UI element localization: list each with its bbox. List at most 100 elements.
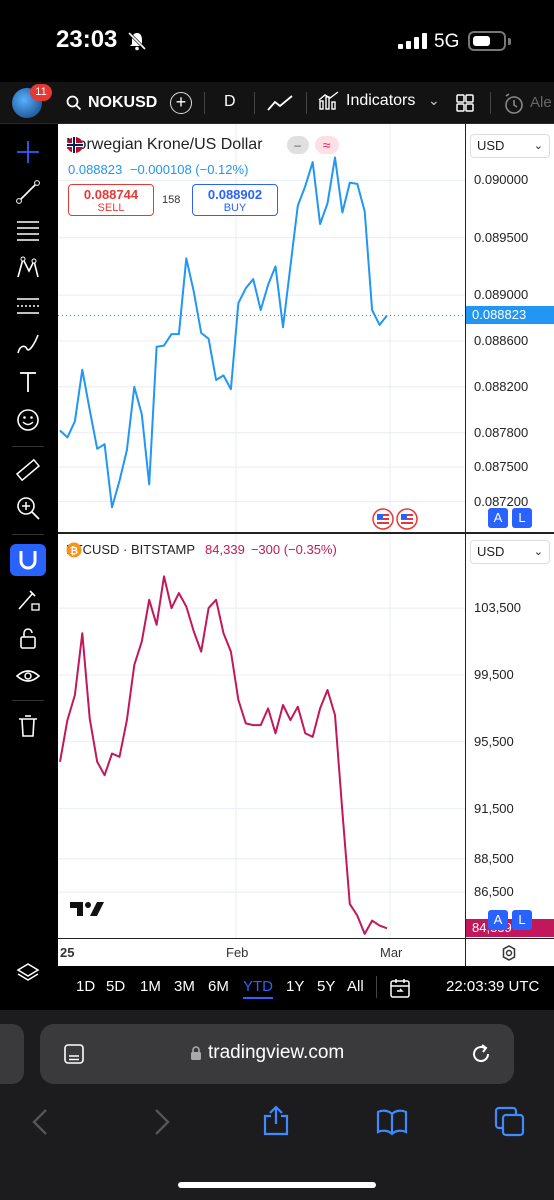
battery-tip [508,38,511,45]
range-3m-button[interactable]: 3M [174,978,195,995]
range-1y-button[interactable]: 1Y [286,978,305,995]
cellular-signal-icon [398,33,427,49]
currency-select[interactable]: USD ⌄ [470,134,550,158]
tabs-icon[interactable] [494,1106,526,1138]
url-display[interactable]: tradingview.com [190,1042,344,1064]
browser-bar: tradingview.com [0,1010,554,1200]
compare-icon[interactable]: ≈ [314,136,339,154]
currency-value: USD [477,138,505,153]
goto-date-icon[interactable] [388,976,412,1000]
ruler-icon [15,458,41,482]
measure-tool[interactable] [10,454,46,486]
legend-values: 0.088823 −0.000108 (−0.12%) [68,162,248,177]
object-tree-tool[interactable] [10,958,46,990]
range-all-button[interactable]: All [347,978,364,995]
time-axis[interactable]: 25 Feb Mar [58,938,554,967]
top-toolbar: 11 NOKUSD + D Indicators ⌄ [0,82,554,124]
battery-level [473,36,490,46]
y-tick-label: 99,500 [474,666,514,682]
fib-tool[interactable] [10,214,46,246]
network-type: 5G [434,31,460,52]
pattern-tool[interactable] [10,252,46,284]
tool-divider [12,534,44,535]
alarm-clock-icon[interactable] [502,92,526,116]
chevron-down-icon[interactable]: ⌄ [428,92,440,108]
brush-tool[interactable] [10,328,46,360]
reload-icon[interactable] [468,1041,494,1067]
auto-scale-button[interactable]: A [488,910,508,930]
range-6m-button[interactable]: 6M [208,978,229,995]
chart-type-icon[interactable] [266,93,294,113]
auto-scale-button[interactable]: A [488,508,508,528]
nokusd-chart[interactable] [58,124,465,532]
bookmarks-icon[interactable] [376,1106,408,1138]
trendline-tool[interactable] [10,176,46,208]
buy-label: BUY [223,202,247,214]
forward-icon[interactable] [144,1106,176,1138]
range-1m-button[interactable]: 1M [140,978,161,995]
time-label: 25 [60,945,75,960]
nokusd-price-axis[interactable]: USD ⌄ 0.088823 A L 0.090000 0.089500 0.0890… [465,124,554,532]
drawing-toolbar [0,124,56,1014]
share-icon[interactable] [260,1104,292,1136]
log-scale-button[interactable]: L [512,508,532,528]
visibility-tool[interactable] [10,660,46,692]
compare-add-button[interactable]: + [170,92,192,114]
zoom-tool[interactable] [10,492,46,524]
price-series-line[interactable] [59,575,388,935]
btcusd-price-axis[interactable]: USD ⌄ 84,339 A L 103,500 99,500 95,500 91,50… [465,534,554,938]
y-tick-label: 0.088200 [474,378,529,394]
settings-icon[interactable] [500,944,518,962]
forecast-tool[interactable] [10,290,46,322]
utc-clock[interactable]: 22:03:39 UTC [446,978,540,995]
lock-drawings-tool[interactable] [10,584,46,616]
btcusd-chart[interactable] [58,534,465,938]
y-tick-label: 91,500 [474,800,514,816]
symbol-title: BTCUSD · BITSTAMP [66,542,196,557]
previous-tab-preview[interactable] [0,1024,24,1084]
y-tick-label: 0.087200 [474,493,529,509]
remove-tool[interactable] [10,710,46,742]
emoji-tool[interactable] [10,404,46,436]
minimize-button[interactable]: – [286,136,309,154]
layout-grid-icon[interactable] [455,93,475,113]
range-5y-button[interactable]: 5Y [317,978,336,995]
text-tool[interactable] [10,366,46,398]
currency-select[interactable]: USD ⌄ [470,540,550,564]
log-scale-button[interactable]: L [512,910,532,930]
interval-button[interactable]: D [224,93,236,110]
eye-icon [15,670,41,682]
chart-area[interactable]: Norwegian Krone/US Dollar – ≈ 0.088823 −… [58,124,554,938]
symbol-search-button[interactable]: NOKUSD [66,90,157,116]
magnet-tool[interactable] [10,544,46,576]
price-series-line[interactable] [59,156,388,509]
buy-button[interactable]: 0.088902 BUY [192,184,278,216]
symbol-title: Norwegian Krone/US Dollar [66,136,263,153]
lock-tool[interactable] [10,622,46,654]
search-icon [66,95,82,111]
indicators-button[interactable]: Indicators [318,91,415,111]
crosshair-tool[interactable] [10,136,46,168]
home-indicator [178,1182,376,1188]
back-icon[interactable] [26,1106,58,1138]
symbol-label: NOKUSD [88,94,158,111]
pencil-lock-icon [18,590,40,611]
last-price-label: 0.088823 [466,306,554,325]
sell-button[interactable]: 0.088744 SELL [68,184,154,216]
tool-divider [12,700,44,701]
range-5d-button[interactable]: 5D [106,978,126,995]
crosshair-icon [17,141,39,163]
y-tick-label: 0.088600 [474,333,529,348]
pane-separator[interactable] [58,532,554,534]
battery-icon [468,31,506,51]
nokusd-pane[interactable]: Norwegian Krone/US Dollar – ≈ 0.088823 −… [58,124,465,532]
range-1d-button[interactable]: 1D [76,978,96,995]
range-ytd-button[interactable]: YTD [243,978,273,999]
alert-label[interactable]: Ale [530,94,552,111]
last-price: 0.088823 [68,162,123,177]
address-bar[interactable]: tradingview.com [40,1024,514,1084]
page-menu-icon[interactable] [62,1042,86,1066]
events-flags-icon[interactable] [372,508,418,530]
btcusd-pane[interactable]: ₿ BTCUSD · BITSTAMP 84,339 −300 (−0.35%) [58,534,465,938]
range-divider [376,976,377,998]
